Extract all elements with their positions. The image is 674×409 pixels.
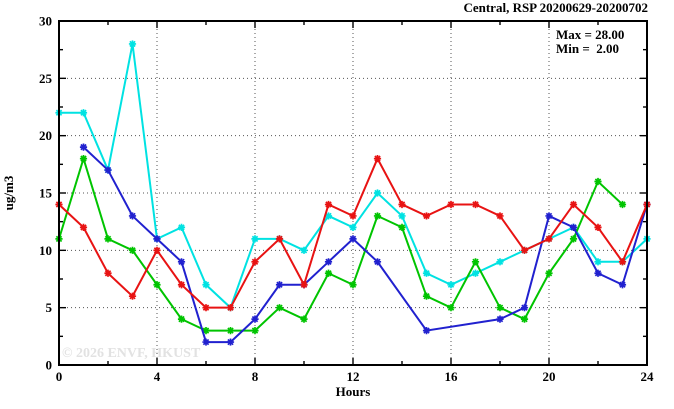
- min-annotation: Min = 2.00: [556, 41, 619, 56]
- y-tick-label: 10: [39, 243, 52, 258]
- x-tick-label: 20: [543, 369, 556, 384]
- max-annotation: Max = 28.00: [556, 27, 624, 42]
- x-tick-label: 16: [445, 369, 459, 384]
- blue-series-markers: [79, 143, 651, 346]
- y-axis-label: ug/m3: [1, 175, 16, 210]
- y-tick-label: 15: [39, 186, 53, 201]
- y-tick-label: 25: [39, 71, 53, 86]
- blue-series-line: [82, 146, 648, 344]
- cyan-series-markers: [55, 40, 651, 312]
- chart-title: Central, RSP 20200629-20200702: [463, 0, 648, 15]
- watermark: © 2026 ENVF, HKUST: [62, 346, 201, 361]
- green-series-line: [58, 155, 624, 332]
- x-axis-label: Hours: [336, 384, 371, 399]
- x-tick-label: 4: [154, 369, 161, 384]
- axis-ticks: [58, 20, 648, 366]
- series-lines: [55, 40, 651, 346]
- x-tick-label: 8: [252, 369, 259, 384]
- x-tick-label: 24: [641, 369, 655, 384]
- y-tick-label: 20: [39, 128, 52, 143]
- gridlines: [59, 21, 647, 365]
- green-series-markers: [55, 155, 627, 335]
- y-tick-label: 5: [46, 300, 53, 315]
- y-tick-label: 30: [39, 14, 52, 29]
- axis-tick-labels: 0 4 8 12 16 20 24 0 5 10 15 20 25 30: [39, 14, 654, 385]
- x-tick-label: 0: [56, 369, 63, 384]
- y-tick-label: 0: [46, 358, 53, 373]
- x-tick-label: 12: [347, 369, 360, 384]
